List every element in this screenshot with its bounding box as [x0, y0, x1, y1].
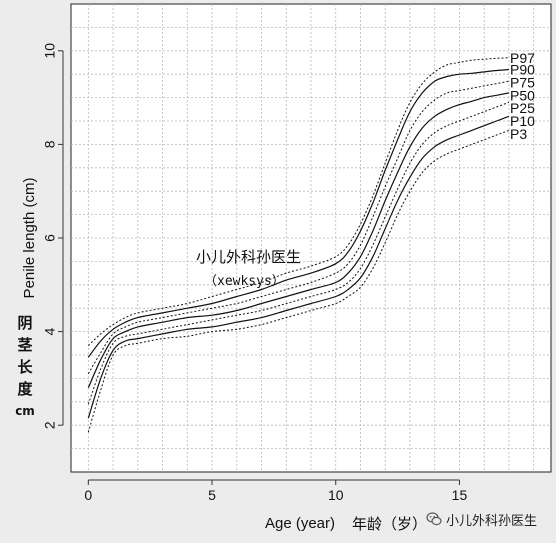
series-label-p90: P90: [510, 62, 535, 78]
series-label-p97: P97: [510, 50, 535, 66]
x-tick-label: 0: [84, 487, 92, 503]
wechat-icon: [426, 512, 442, 526]
y-axis-title: Penile length (cm): [21, 178, 38, 299]
watermark-subtitle: （xewksys）: [204, 274, 285, 289]
y-tick-label: 2: [42, 421, 58, 429]
grid: [71, 4, 551, 472]
series-label-p10: P10: [510, 113, 535, 129]
series-label-p50: P50: [510, 87, 535, 103]
y-axis-cn-unit: cm: [15, 404, 35, 418]
x-tick-label: 5: [208, 487, 216, 503]
x-tick-label: 15: [452, 487, 468, 503]
y-axis-cn-char: 长: [17, 358, 33, 376]
series-label-p75: P75: [510, 75, 535, 91]
series-line-p90: [87, 68, 509, 358]
series-lines: [87, 57, 510, 433]
y-axis-cn-char: 茎: [17, 336, 33, 354]
series-label-p25: P25: [510, 100, 535, 116]
y-tick-label: 8: [42, 140, 58, 148]
watermark-title: 小儿外科孙医生: [196, 248, 302, 266]
axes: 0 5 10 15 Age (year) 2 4 6 8 10 Penile length (cm): [21, 43, 467, 532]
x-tick-label: 10: [328, 487, 344, 503]
y-axis-cn-char: 阴: [17, 314, 33, 332]
series-line-p3: [87, 129, 510, 433]
y-tick-label: 4: [42, 327, 58, 335]
series-line-p10: [87, 115, 510, 419]
series-line-p50: [87, 92, 510, 389]
y-tick-label: 10: [42, 43, 58, 59]
series-line-p75: [87, 80, 509, 374]
x-axis-cn-label: 年龄（岁）: [352, 515, 428, 533]
brand-name: 小儿外科孙医生: [446, 514, 538, 529]
series-line-p97: [87, 57, 509, 346]
y-tick-label: 6: [42, 234, 58, 242]
x-axis-title: Age (year): [265, 515, 335, 532]
series-line-p25: [87, 101, 510, 405]
series-label-p3: P3: [510, 126, 527, 142]
y-axis-cn-char: 度: [17, 380, 33, 398]
y-axis-cn-label: 阴 茎 长 度 cm: [14, 312, 36, 422]
